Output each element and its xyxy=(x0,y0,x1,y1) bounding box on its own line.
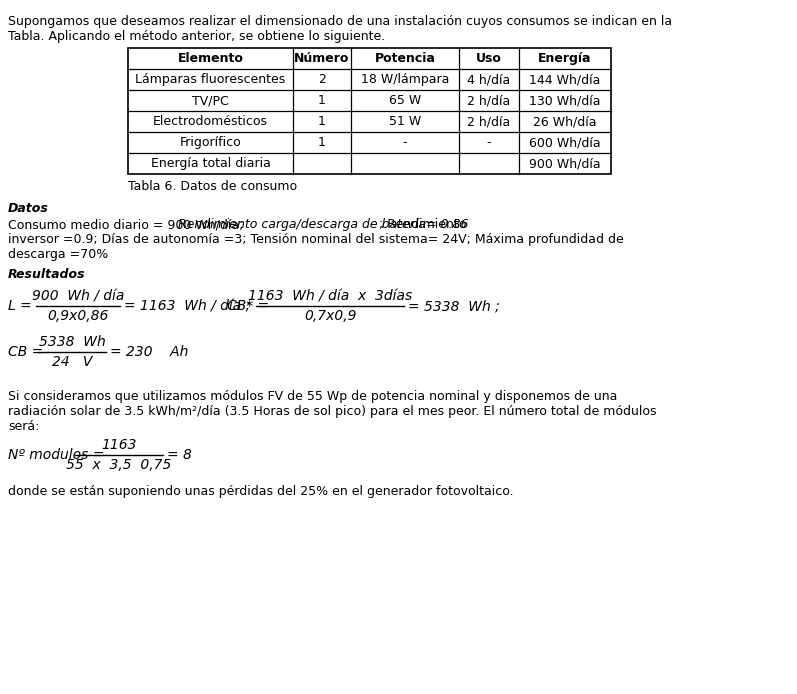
Text: Si consideramos que utilizamos módulos FV de 55 Wp de potencia nominal y dispone: Si consideramos que utilizamos módulos F… xyxy=(8,390,618,403)
Text: 1: 1 xyxy=(318,115,326,128)
Text: Elemento: Elemento xyxy=(178,52,243,65)
Text: descarga =70%: descarga =70% xyxy=(8,248,108,261)
Text: será:: será: xyxy=(8,420,39,433)
Text: 0,9x0,86: 0,9x0,86 xyxy=(47,309,108,323)
Text: 4 h/día: 4 h/día xyxy=(467,73,511,86)
Text: Energía total diaria: Energía total diaria xyxy=(151,157,270,170)
Text: -: - xyxy=(402,136,407,149)
Text: Nº modulos =: Nº modulos = xyxy=(8,448,104,462)
Text: Rendimiento carga/descarga de batería= 0.86: Rendimiento carga/descarga de batería= 0… xyxy=(178,218,469,231)
Text: 900  Wh / día: 900 Wh / día xyxy=(32,289,124,303)
Text: 130 Wh/día: 130 Wh/día xyxy=(529,94,601,107)
Text: Lámparas fluorescentes: Lámparas fluorescentes xyxy=(135,73,285,86)
Text: 2: 2 xyxy=(318,73,326,86)
Text: 18 W/lámpara: 18 W/lámpara xyxy=(361,73,450,86)
Text: Tabla. Aplicando el método anterior, se obtiene lo siguiente.: Tabla. Aplicando el método anterior, se … xyxy=(8,30,385,43)
Text: Datos: Datos xyxy=(8,202,49,215)
Text: = 8: = 8 xyxy=(167,448,191,462)
Text: = 1163  Wh / día ;: = 1163 Wh / día ; xyxy=(124,299,250,313)
Text: Consumo medio diario = 900 Wh/día;: Consumo medio diario = 900 Wh/día; xyxy=(8,218,247,231)
Text: inversor =0.9; Días de autonomía =3; Tensión nominal del sistema= 24V; Máxima pr: inversor =0.9; Días de autonomía =3; Ten… xyxy=(8,233,624,246)
Text: Potencia: Potencia xyxy=(375,52,435,65)
Text: = 5338  Wh ;: = 5338 Wh ; xyxy=(408,299,500,313)
Text: Frigorífico: Frigorífico xyxy=(179,136,241,149)
Text: 26 Wh/día: 26 Wh/día xyxy=(533,115,597,128)
Text: = 230    Ah: = 230 Ah xyxy=(110,345,188,359)
Text: TV/PC: TV/PC xyxy=(192,94,229,107)
Text: 2 h/día: 2 h/día xyxy=(467,94,511,107)
Text: radiación solar de 3.5 kWh/m²/día (3.5 Horas de sol pico) para el mes peor. El n: radiación solar de 3.5 kWh/m²/día (3.5 H… xyxy=(8,405,657,418)
Text: CB* =: CB* = xyxy=(227,299,269,313)
Text: Electrodomésticos: Electrodomésticos xyxy=(153,115,268,128)
Text: Resultados: Resultados xyxy=(8,268,85,281)
Text: 51 W: 51 W xyxy=(389,115,421,128)
Text: Tabla 6. Datos de consumo: Tabla 6. Datos de consumo xyxy=(128,180,297,193)
Text: 1: 1 xyxy=(318,94,326,107)
Text: 5338  Wh: 5338 Wh xyxy=(38,335,105,349)
Text: 900 Wh/día: 900 Wh/día xyxy=(529,157,601,170)
Text: 1163: 1163 xyxy=(101,438,136,452)
Text: 1: 1 xyxy=(318,136,326,149)
Bar xyxy=(128,48,611,174)
Text: Supongamos que deseamos realizar el dimensionado de una instalación cuyos consum: Supongamos que deseamos realizar el dime… xyxy=(8,15,672,28)
Text: 0,7x0,9: 0,7x0,9 xyxy=(304,309,356,323)
Text: 144 Wh/día: 144 Wh/día xyxy=(529,73,601,86)
Text: -: - xyxy=(487,136,491,149)
Text: 1163  Wh / día  x  3días: 1163 Wh / día x 3días xyxy=(248,289,412,303)
Text: 600 Wh/día: 600 Wh/día xyxy=(529,136,601,149)
Text: 55  x  3,5  0,75: 55 x 3,5 0,75 xyxy=(66,458,171,472)
Text: Uso: Uso xyxy=(476,52,502,65)
Text: 65 W: 65 W xyxy=(389,94,421,107)
Text: donde se están suponiendo unas pérdidas del 25% en el generador fotovoltaico.: donde se están suponiendo unas pérdidas … xyxy=(8,485,513,498)
Text: Número: Número xyxy=(294,52,350,65)
Text: CB =: CB = xyxy=(8,345,43,359)
Text: 24   V: 24 V xyxy=(52,355,92,369)
Text: 2 h/día: 2 h/día xyxy=(467,115,511,128)
Text: L =: L = xyxy=(8,299,32,313)
Text: ; Rendimiento: ; Rendimiento xyxy=(379,218,467,231)
Text: Energía: Energía xyxy=(538,52,591,65)
